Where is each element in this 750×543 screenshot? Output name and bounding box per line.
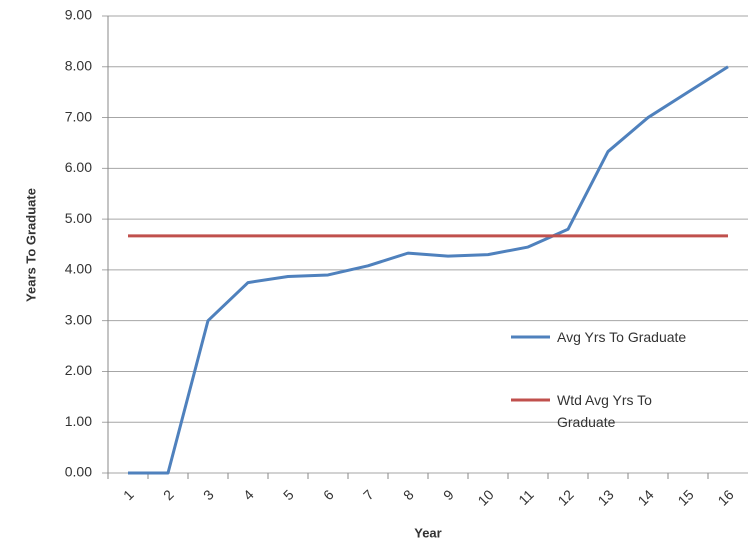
x-tick-label: 1 [120, 486, 137, 503]
x-tick-label: 16 [714, 486, 736, 508]
y-tick-label: 5.00 [65, 210, 92, 226]
y-tick-label: 0.00 [65, 464, 92, 480]
x-tick-label: 9 [440, 486, 457, 503]
y-tick-label: 4.00 [65, 261, 92, 277]
y-tick-label: 3.00 [65, 311, 92, 327]
x-tick-label: 15 [674, 486, 696, 508]
x-tick-label: 13 [594, 486, 616, 508]
x-axis-label: Year [414, 525, 441, 540]
y-tick-label: 7.00 [65, 108, 92, 124]
legend-label: Avg Yrs To Graduate [557, 329, 687, 345]
x-tick-label: 10 [474, 486, 496, 508]
x-tick-label: 4 [240, 486, 257, 503]
x-tick-label: 3 [200, 486, 217, 503]
x-tick-label: 6 [320, 486, 337, 503]
y-tick-label: 6.00 [65, 159, 92, 175]
x-tick-label: 2 [160, 486, 177, 503]
y-axis-label: Years To Graduate [23, 188, 38, 302]
line-series [128, 65, 729, 475]
x-tick-label: 14 [634, 486, 656, 508]
x-tick-label: 5 [280, 486, 297, 503]
legend-label: Wtd Avg Yrs To Graduate [557, 392, 652, 430]
x-tick-label: 11 [515, 486, 537, 508]
y-tick-label: 2.00 [65, 362, 92, 378]
y-tick-label: 8.00 [65, 57, 92, 73]
x-tick-label: 8 [400, 486, 417, 503]
y-tick-label: 1.00 [65, 413, 92, 429]
x-tick-label: 7 [360, 486, 377, 503]
y-tick-label: 9.00 [65, 7, 92, 23]
x-tick-label: 12 [554, 486, 576, 508]
